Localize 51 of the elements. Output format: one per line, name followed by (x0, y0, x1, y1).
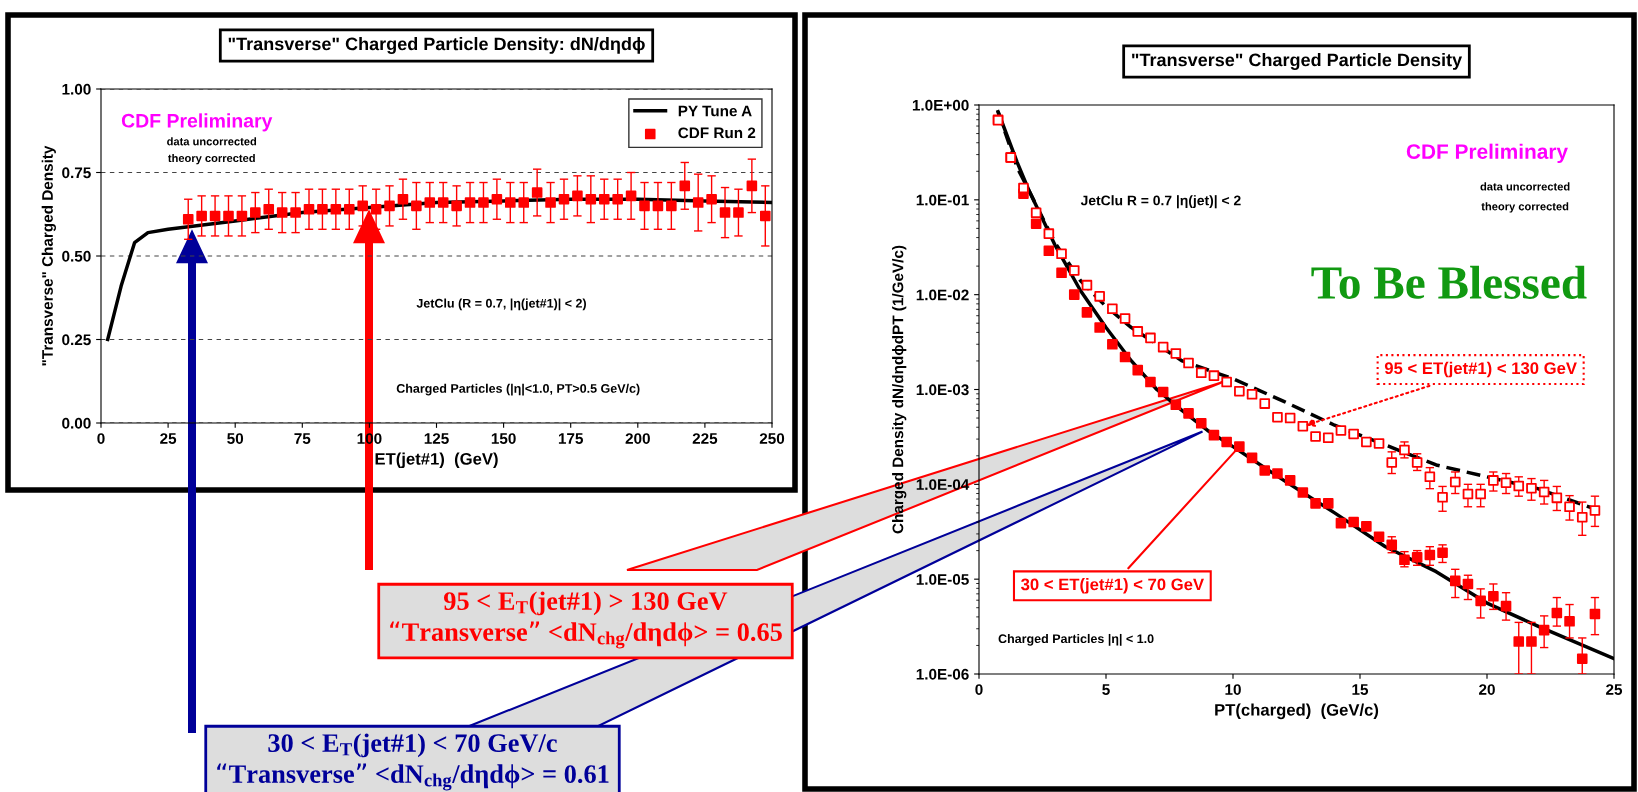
y-axis-title: "Transverse" Charged Density (41, 145, 56, 366)
x-tick-label: 200 (625, 433, 650, 444)
annotation: Charged Particles |η| < 1.0 (998, 633, 1154, 646)
y-tick-label: 1.0E-05 (916, 574, 969, 585)
x-tick-label: 175 (558, 433, 584, 444)
y-tick-label: 0.75 (62, 167, 91, 179)
y-tick-label: 1.00 (62, 83, 91, 95)
text: 95 < E$_{T}$(jet#1) > 130 GeV “Transverse” <dN$_{chg}$/dηdϕ> = 0.65 (390, 591, 782, 649)
y-tick-label: 1.0E-01 (916, 194, 969, 206)
annotation: CDF Preliminary (1406, 143, 1568, 164)
chart-title: "Transverse" Charged Particle Density (1132, 53, 1463, 70)
x-tick-label: 50 (227, 433, 244, 444)
x-tick-label: 0 (97, 433, 105, 444)
annotation: theory corrected (168, 153, 255, 165)
x-axis-title: ET(jet#1) (GeV) (375, 452, 498, 469)
y-tick-label: 0.00 (62, 417, 91, 429)
annotation: 95 < ET(jet#1) < 130 GeV (1384, 361, 1577, 378)
y-tick-label: 1.0E-03 (916, 384, 969, 396)
x-tick-label: 25 (160, 433, 177, 444)
x-tick-label: 75 (294, 433, 311, 444)
y-tick-label: 1.0E+00 (912, 99, 969, 111)
x-axis-title: PT(charged) (GeV/c) (1215, 703, 1379, 720)
x-tick-label: 0 (975, 684, 983, 695)
text: 30 < E$_{T}$(jet#1) < 70 GeV/c “Transverse” <dN$_{chg}$/dηdϕ> = 0.61 (217, 733, 609, 791)
y-tick-label: 1.0E-06 (916, 668, 969, 680)
annotation: JetClu R = 0.7 |η(jet)| < 2 (1080, 195, 1241, 209)
y-tick-label: 0.50 (62, 250, 91, 262)
x-tick-label: 25 (1606, 684, 1623, 695)
annotation: data uncorrected (1480, 182, 1570, 191)
chart-title: "Transverse" Charged Particle Density: dN/dηdϕ (228, 37, 645, 54)
y-tick-label: 1.0E-02 (916, 289, 969, 301)
legend-label: PY Tune A (678, 105, 752, 117)
x-tick-label: 5 (1102, 684, 1110, 695)
y-axis-title: Charged Density dN/dηdϕdPT (1/GeV/c) (892, 245, 907, 534)
x-tick-label: 20 (1479, 684, 1495, 695)
y-tick-label: 0.25 (62, 334, 91, 346)
annotation: Charged Particles (|η|<1.0, PT>0.5 GeV/c) (396, 383, 640, 396)
x-tick-label: 250 (759, 433, 785, 444)
x-tick-label: 225 (692, 433, 718, 444)
x-tick-label: 10 (1225, 684, 1241, 695)
annotation: theory corrected (1481, 202, 1569, 213)
annotation: 30 < ET(jet#1) < 70 GeV (1021, 578, 1204, 594)
annotation: CDF Preliminary (121, 113, 273, 132)
y-tick-label: 1.0E-04 (916, 479, 970, 491)
annotation: JetClu (R = 0.7, |η(jet#1)| < 2) (416, 298, 586, 311)
legend-label: CDF Run 2 (678, 127, 756, 139)
x-tick-label: 125 (424, 433, 449, 444)
annotation: data uncorrected (167, 137, 257, 146)
x-tick-label: 150 (491, 433, 516, 444)
annotation: To Be Blessed (1311, 265, 1587, 299)
x-tick-label: 15 (1352, 684, 1369, 695)
